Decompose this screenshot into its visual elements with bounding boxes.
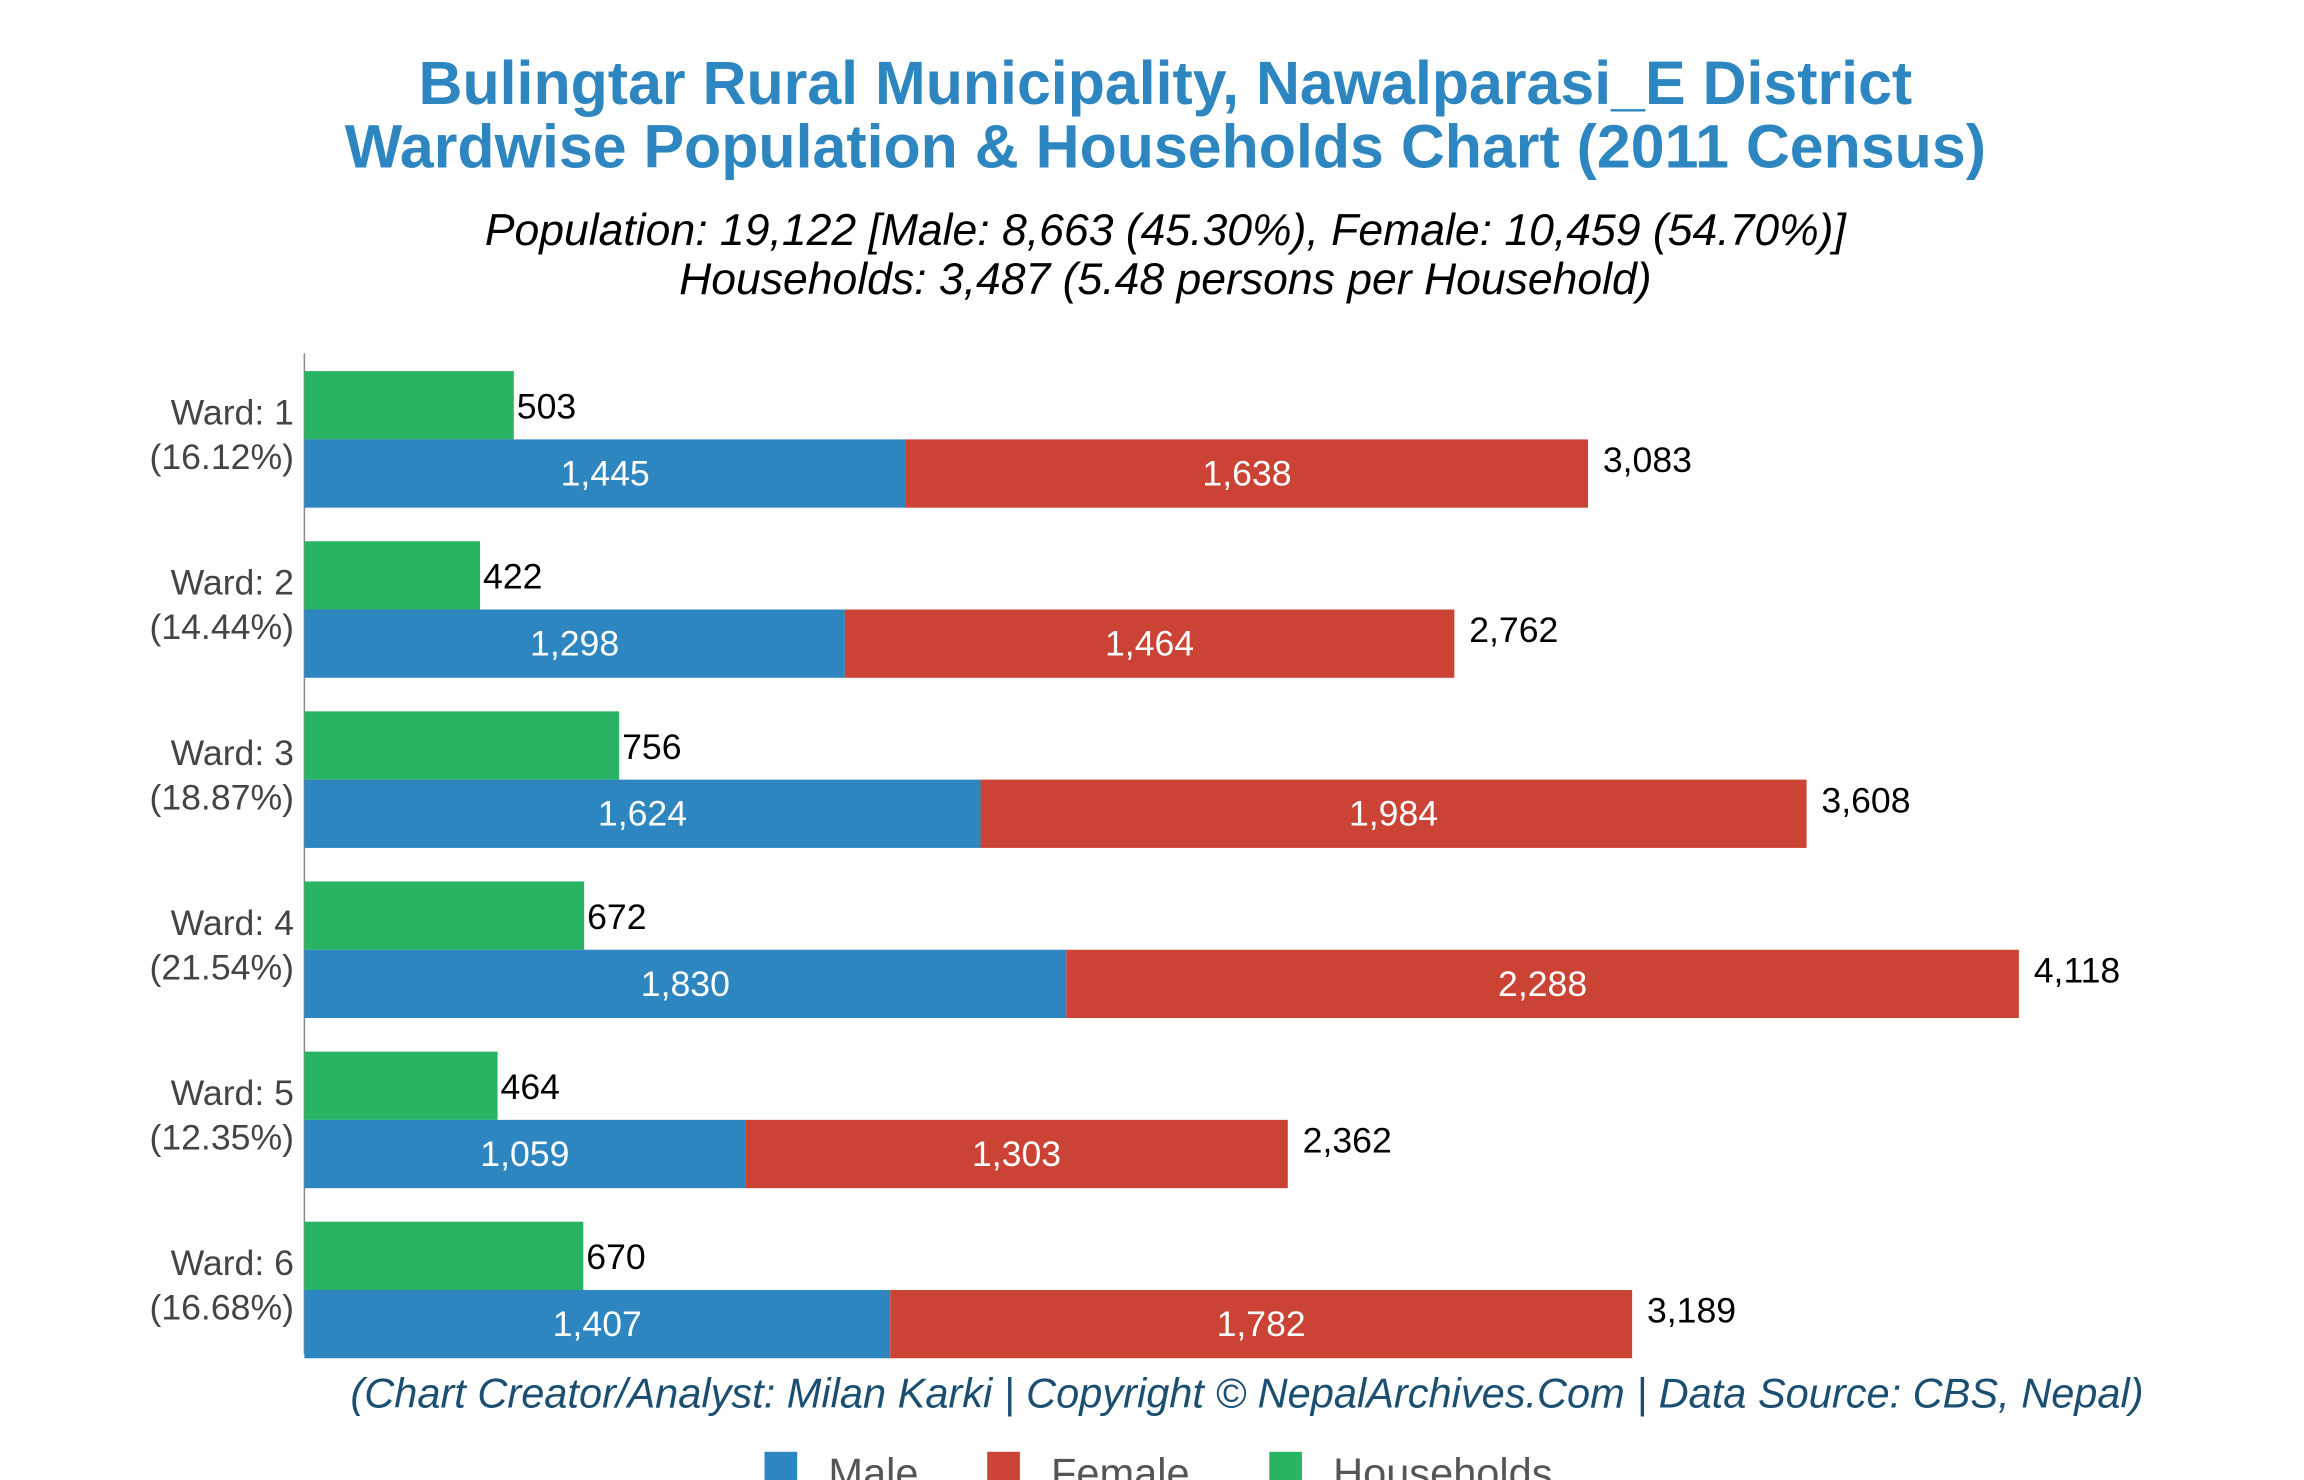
households-label: 756 [622, 727, 681, 767]
chart-subtitle: Population: 19,122 [Male: 8,663 (45.30%)… [485, 206, 1848, 255]
ward-label: Ward: 6 [171, 1243, 294, 1283]
chart-title: Bulingtar Rural Municipality, Nawalparas… [419, 49, 1913, 117]
male-bar [304, 949, 1067, 1019]
ward-percent-label: (16.12%) [149, 437, 294, 477]
male-bar [304, 1119, 746, 1189]
households-bar [304, 541, 481, 610]
total-label: 3,608 [1821, 780, 1910, 820]
households-label: 672 [587, 897, 646, 937]
ward-label: Ward: 4 [171, 903, 294, 943]
ward-label: Ward: 2 [171, 563, 294, 603]
households-label: 670 [586, 1237, 645, 1277]
female-label: 1,303 [972, 1134, 1061, 1174]
households-bar [304, 711, 620, 780]
male-bar [304, 609, 845, 678]
bars: Ward: 1(16.12%) 503 1,445 1,638 3,083 Ward: 2… [149, 371, 2120, 1359]
total-label: 2,362 [1303, 1121, 1392, 1161]
ward-label: Ward: 1 [171, 393, 294, 433]
total-label: 3,083 [1603, 440, 1692, 480]
households-bar [304, 881, 585, 950]
female-bar [980, 779, 1807, 848]
households-bar [304, 371, 514, 440]
female-bar [906, 439, 1588, 508]
households-bar [304, 1051, 498, 1120]
male-bar [304, 439, 907, 508]
male-bar [304, 779, 981, 848]
total-label: 2,762 [1469, 610, 1558, 650]
ward-percent-label: (12.35%) [149, 1118, 294, 1158]
chart-subtitle-2: Households: 3,487 (5.48 persons per Hous… [679, 255, 1652, 304]
ward-label: Ward: 5 [171, 1073, 294, 1113]
legend-item-female: Female [1051, 1449, 1190, 1480]
female-label: 1,782 [1217, 1304, 1306, 1344]
chart-title-2: Wardwise Population & Households Chart (… [345, 113, 1986, 181]
male-bar [304, 1289, 891, 1359]
male-label: 1,059 [480, 1134, 569, 1174]
female-bar [890, 1289, 1633, 1359]
legend-swatch-female [987, 1451, 1020, 1480]
female-label: 1,464 [1105, 624, 1194, 664]
legend-item-households: Households [1333, 1449, 1552, 1480]
legend: Male Female Households [764, 1449, 1553, 1480]
total-label: 4,118 [2034, 950, 2120, 990]
female-label: 1,984 [1349, 794, 1438, 834]
ward-percent-label: (16.68%) [149, 1288, 294, 1328]
male-label: 1,407 [553, 1304, 642, 1344]
female-bar [844, 609, 1455, 678]
ward-percent-label: (21.54%) [149, 947, 294, 987]
households-label: 464 [501, 1067, 560, 1107]
male-label: 1,445 [561, 453, 650, 493]
female-bar [1066, 949, 2019, 1019]
male-label: 1,624 [598, 794, 687, 834]
female-bar [745, 1119, 1288, 1189]
legend-swatch-male [764, 1451, 798, 1480]
male-label: 1,830 [641, 964, 730, 1004]
female-label: 1,638 [1202, 453, 1291, 493]
households-bar [304, 1221, 584, 1290]
legend-swatch-households [1269, 1451, 1302, 1480]
legend-item-male: Male [828, 1449, 918, 1480]
ward-percent-label: (14.44%) [149, 607, 294, 647]
total-label: 3,189 [1647, 1291, 1736, 1331]
chart-footer: (Chart Creator/Analyst: Milan Karki | Co… [350, 1369, 2143, 1416]
ward-percent-label: (18.87%) [149, 777, 294, 817]
male-label: 1,298 [530, 624, 619, 664]
female-label: 2,288 [1498, 964, 1587, 1004]
households-label: 422 [483, 557, 542, 597]
households-label: 503 [517, 387, 576, 427]
ward-label: Ward: 3 [171, 733, 294, 773]
